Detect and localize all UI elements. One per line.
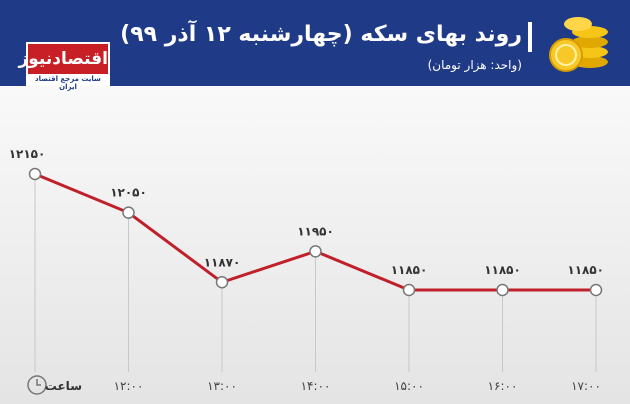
chart-subtitle: (واحد: هزار تومان) — [427, 58, 522, 72]
chart-title: روند بهای سکه (چهارشنبه ۱۲ آذر ۹۹) — [120, 22, 522, 47]
value-label: ۱۱۸۵۰ — [567, 263, 604, 277]
x-tick-label: ۱۴:۰۰ — [301, 379, 331, 393]
x-axis-label: ساعت — [45, 379, 82, 393]
value-label: ۱۱۸۷۰ — [204, 255, 241, 269]
point — [122, 206, 135, 219]
value-label: ۱۱۸۵۰ — [391, 263, 428, 277]
x-tick-label: ۱۳:۰۰ — [207, 379, 237, 393]
coins-icon — [549, 17, 608, 72]
point — [496, 283, 509, 297]
value-label: ۱۱۹۵۰ — [297, 224, 334, 238]
value-label: ۱۲۰۵۰ — [110, 186, 147, 200]
logo: اقتصادنیوز سایت مرجع اقتصاد ایران — [18, 42, 110, 91]
value-label: ۱۲۱۵۰ — [9, 147, 46, 161]
x-tick-label: ۱۶:۰۰ — [488, 379, 518, 393]
point — [402, 283, 416, 297]
x-tick-label: ۱۲:۰۰ — [114, 379, 144, 393]
logo-tagline: سایت مرجع اقتصاد ایران — [35, 75, 101, 91]
point — [215, 276, 229, 289]
point — [28, 167, 42, 181]
clock-icon — [27, 375, 47, 395]
value-label: ۱۱۸۵۰ — [484, 263, 521, 277]
point — [309, 245, 322, 258]
x-tick-label: ۱۵:۰۰ — [394, 379, 424, 393]
point — [589, 283, 603, 297]
logo-name: اقتصادنیوز — [18, 44, 108, 74]
x-tick-label: ۱۷:۰۰ — [571, 379, 601, 393]
separator — [528, 22, 532, 52]
